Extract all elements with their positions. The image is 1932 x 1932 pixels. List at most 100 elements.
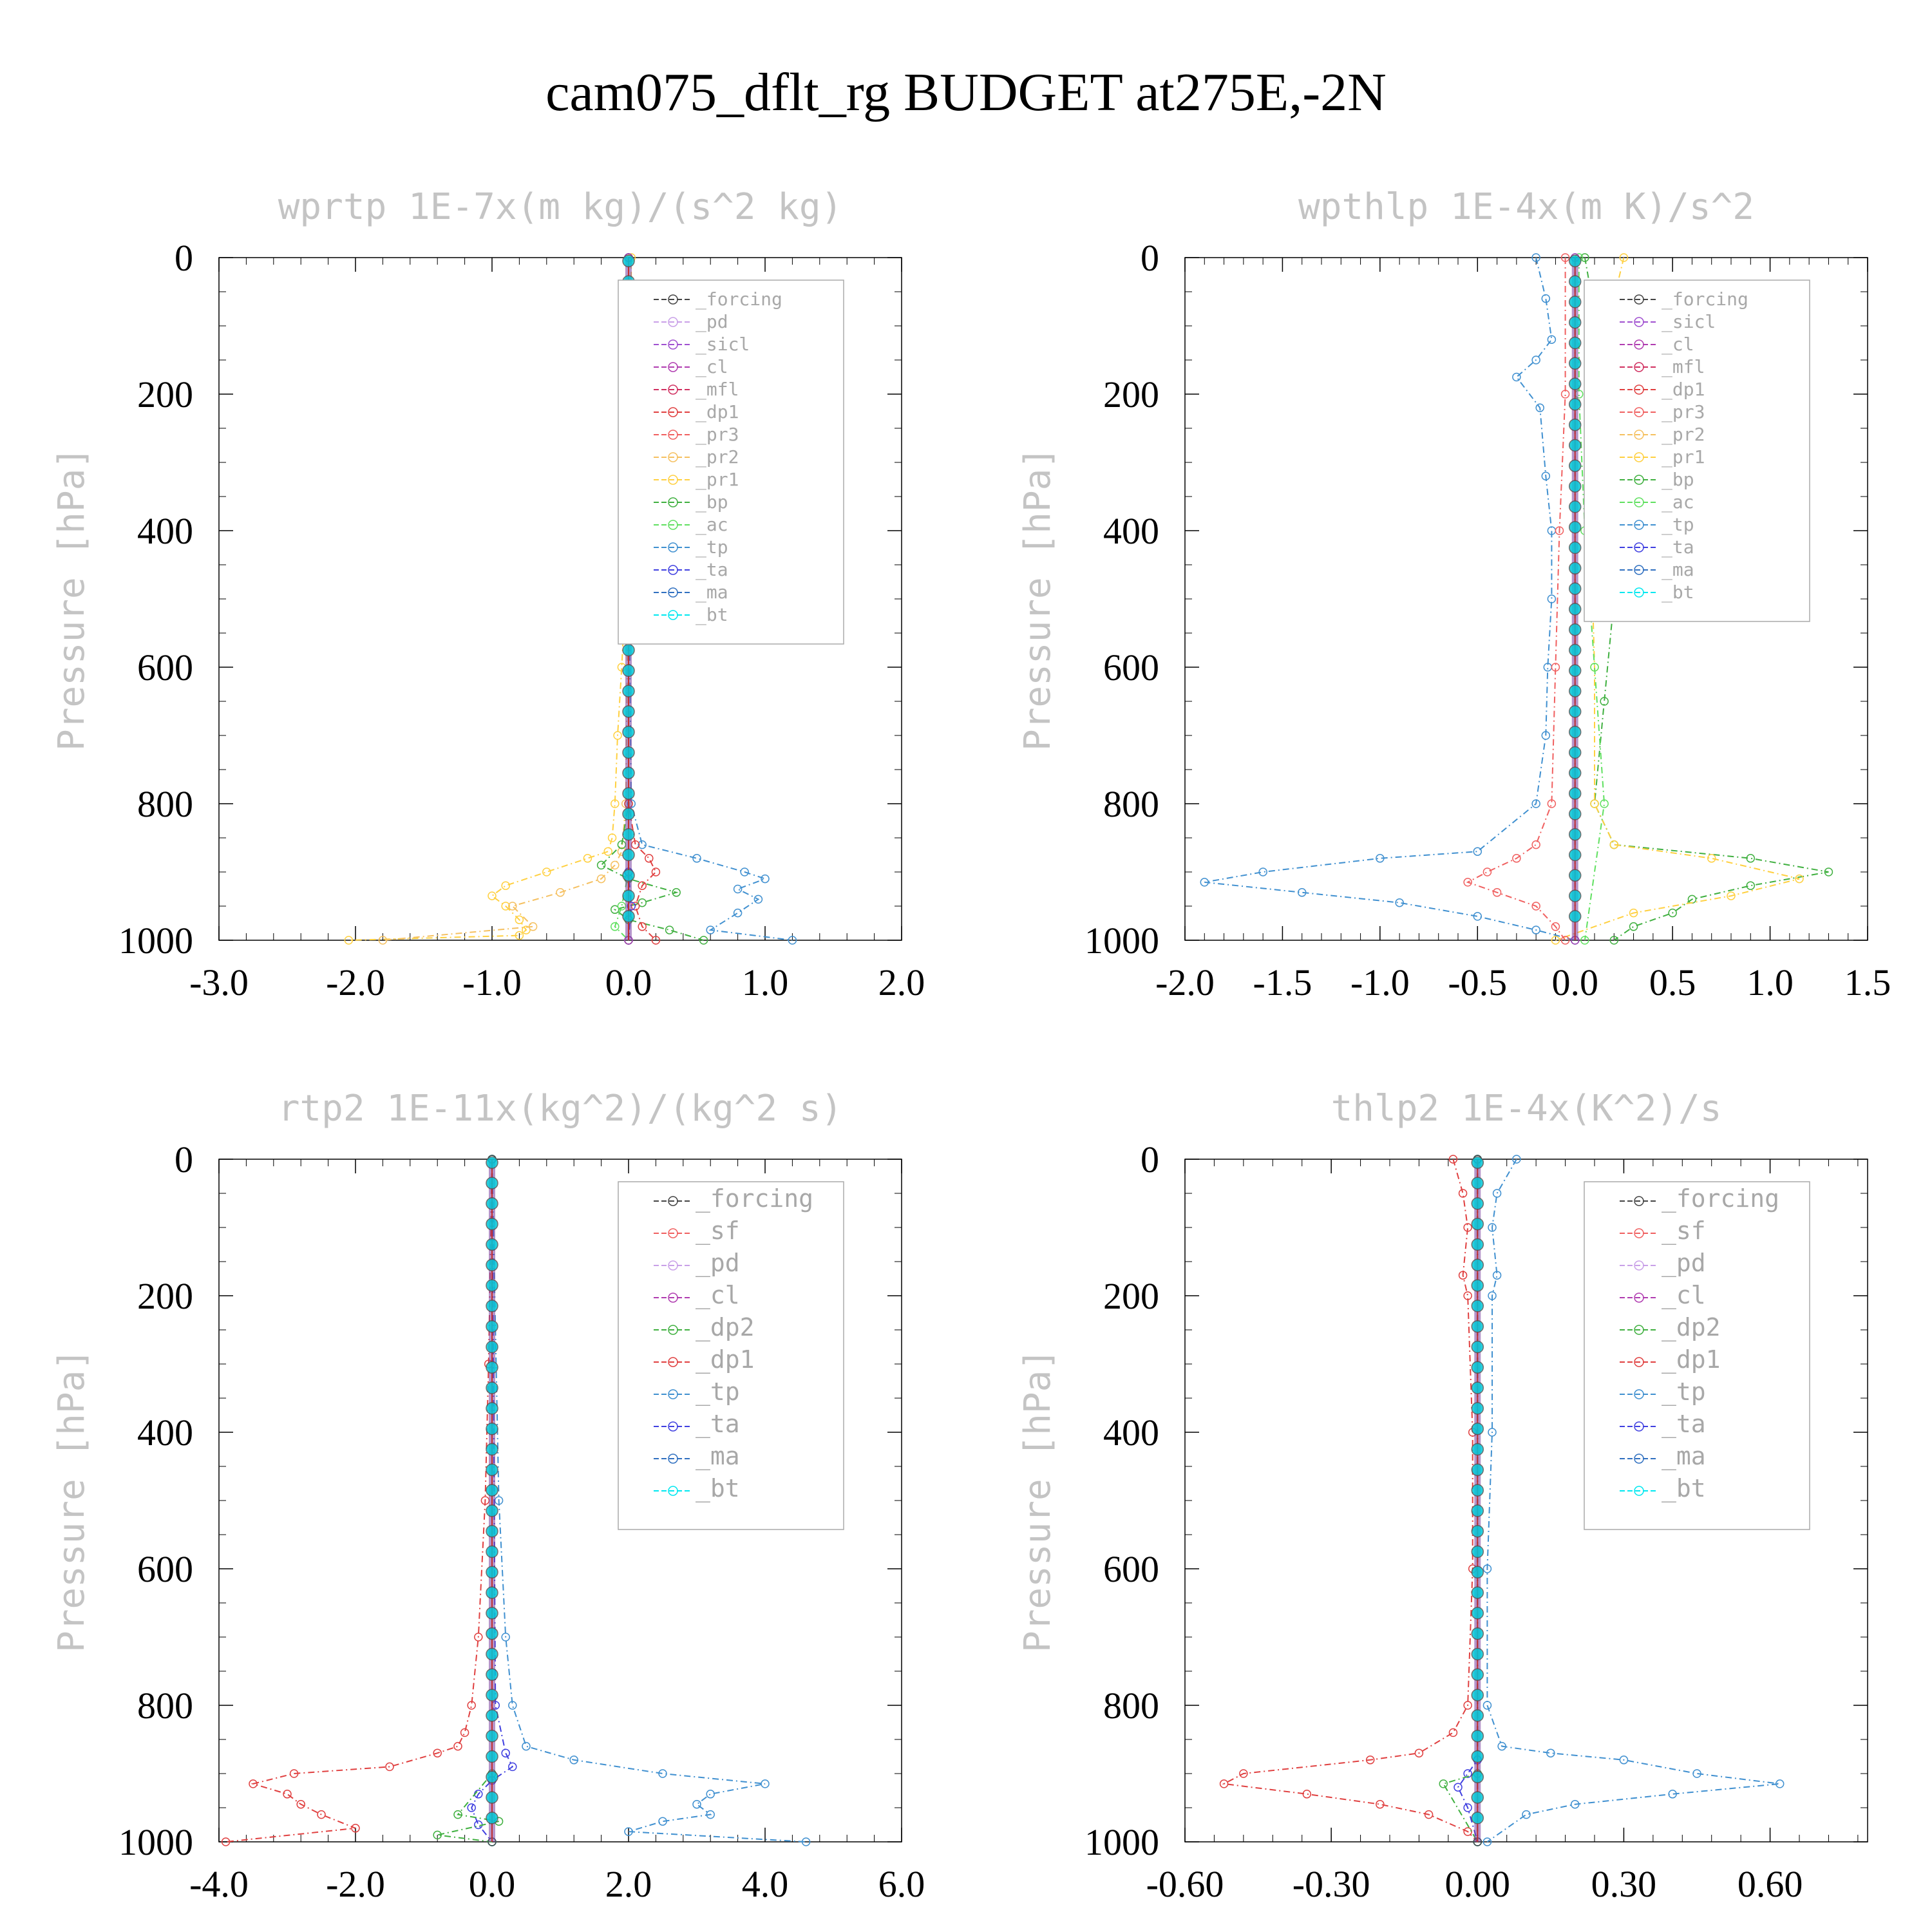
bt-marker [1471, 1812, 1484, 1824]
legend-label: _forcing [1662, 289, 1748, 310]
legend-label: _sicl [1662, 311, 1716, 333]
bt-marker [486, 1729, 498, 1743]
legend-marker [668, 1196, 678, 1206]
legend-label: _tp [696, 536, 728, 558]
bt-marker [1568, 787, 1582, 800]
legend-marker [1634, 1486, 1644, 1496]
bt-marker [1568, 848, 1582, 862]
legend-label: _bt [696, 604, 728, 626]
series-line-tp [1204, 257, 1575, 941]
x-tick-label: 0.30 [1591, 1863, 1657, 1905]
legend-marker [668, 339, 678, 350]
bt-marker [1568, 828, 1582, 841]
data-point-tp [1258, 867, 1267, 876]
data-point-bp [1746, 854, 1756, 863]
legend-label: _dp2 [1662, 1313, 1721, 1342]
data-point-tp [733, 884, 743, 894]
legend-marker [668, 452, 678, 462]
x-tick-label: 0.0 [605, 961, 652, 1003]
legend-label: _cl [696, 1281, 740, 1310]
data-point-ac [1580, 936, 1589, 945]
legend-label: _pr1 [696, 469, 739, 491]
x-tick-label: -2.0 [326, 961, 385, 1003]
bt-marker [1471, 1709, 1484, 1722]
bt-marker [1568, 889, 1582, 902]
data-point-tp [1570, 1799, 1580, 1809]
data-point-tp [1668, 1790, 1677, 1799]
data-point-pr1 [1619, 253, 1629, 262]
legend-marker [1634, 1196, 1644, 1206]
data-point-ta [501, 1748, 510, 1757]
x-tick-label: 1.5 [1844, 961, 1891, 1003]
x-tick-label: -2.0 [326, 1863, 385, 1905]
bt-marker [622, 848, 635, 862]
data-point-dp1 [651, 936, 661, 945]
data-point-tp [1541, 294, 1551, 303]
bt-marker [1568, 869, 1582, 882]
data-point-tp [1497, 1741, 1506, 1751]
x-tick-label: 0.60 [1738, 1863, 1803, 1905]
bt-marker [1568, 254, 1582, 268]
bt-marker [622, 869, 635, 882]
legend-marker [1634, 1325, 1644, 1335]
data-point-dp1 [453, 1741, 462, 1751]
bt-marker [1568, 520, 1582, 534]
data-point-tp [1692, 1769, 1701, 1778]
series-line-dp1 [1222, 1159, 1479, 1842]
data-point-pr3 [1492, 888, 1502, 897]
data-point-tp [1531, 355, 1540, 365]
x-tick-label: 1.0 [742, 961, 789, 1003]
data-point-tp [1488, 1291, 1497, 1300]
legend-marker [1634, 362, 1644, 372]
y-tick-label: 200 [137, 374, 193, 415]
data-point-pr2 [528, 922, 538, 931]
data-point-tp [1482, 1564, 1492, 1573]
panel-4: thlp2 1E-4x(K^2)/s Pressure [hPa] -0.60 -0.… [1017, 1088, 1868, 1905]
data-point-tp [1200, 878, 1209, 887]
data-point-dp1 [289, 1769, 299, 1778]
data-point-pr3 [1531, 902, 1540, 911]
bt-marker [1568, 725, 1582, 739]
data-point-pr1 [613, 731, 622, 740]
data-point-bp [699, 936, 708, 945]
y-tick-label: 1000 [118, 920, 193, 961]
legend-label: _ma [696, 1442, 740, 1471]
legend-label: _sf [1662, 1217, 1706, 1245]
bt-marker [1568, 643, 1582, 657]
data-point-dp1 [1458, 1271, 1468, 1280]
bt-marker [622, 705, 635, 718]
bt-marker [1471, 1484, 1484, 1497]
series-line-pr1 [348, 258, 632, 941]
bt-marker [486, 1463, 498, 1477]
data-point-dp1 [1302, 1790, 1312, 1799]
data-point-bp [1609, 936, 1619, 945]
series-line-pr2 [383, 258, 629, 941]
panel-3: rtp2 1E-11x(kg^2)/(kg^2 s) Pressure [hPa]… [51, 1088, 925, 1905]
bt-marker [486, 1524, 498, 1538]
data-point-pr3 [1482, 867, 1492, 876]
legend-label: _forcing [696, 289, 782, 310]
bt-marker [622, 910, 635, 923]
panel-title: wprtp 1E-7x(m kg)/(s^2 kg) [278, 186, 843, 228]
legend-label: _pr2 [1662, 424, 1705, 446]
legend-marker [668, 430, 678, 440]
bt-marker [1471, 1689, 1484, 1701]
bt-marker [486, 1627, 498, 1640]
bt-marker [1471, 1607, 1484, 1620]
bt-marker [1568, 275, 1582, 288]
data-point-tp [1522, 1810, 1531, 1819]
bt-marker [1471, 1320, 1484, 1333]
legend-marker [1634, 475, 1644, 485]
data-point-dp2 [1439, 1779, 1448, 1788]
legend-marker [1634, 407, 1644, 417]
bt-marker [1568, 603, 1582, 616]
legend-label: _ac [1662, 491, 1694, 513]
legend-label: _mfl [1662, 356, 1705, 378]
bt-marker [1471, 1300, 1484, 1312]
data-point-tp [501, 1633, 510, 1642]
bt-marker [486, 1750, 498, 1763]
data-point-tp [1473, 912, 1482, 921]
data-point-dp1 [317, 1810, 326, 1819]
bt-marker [622, 766, 635, 780]
